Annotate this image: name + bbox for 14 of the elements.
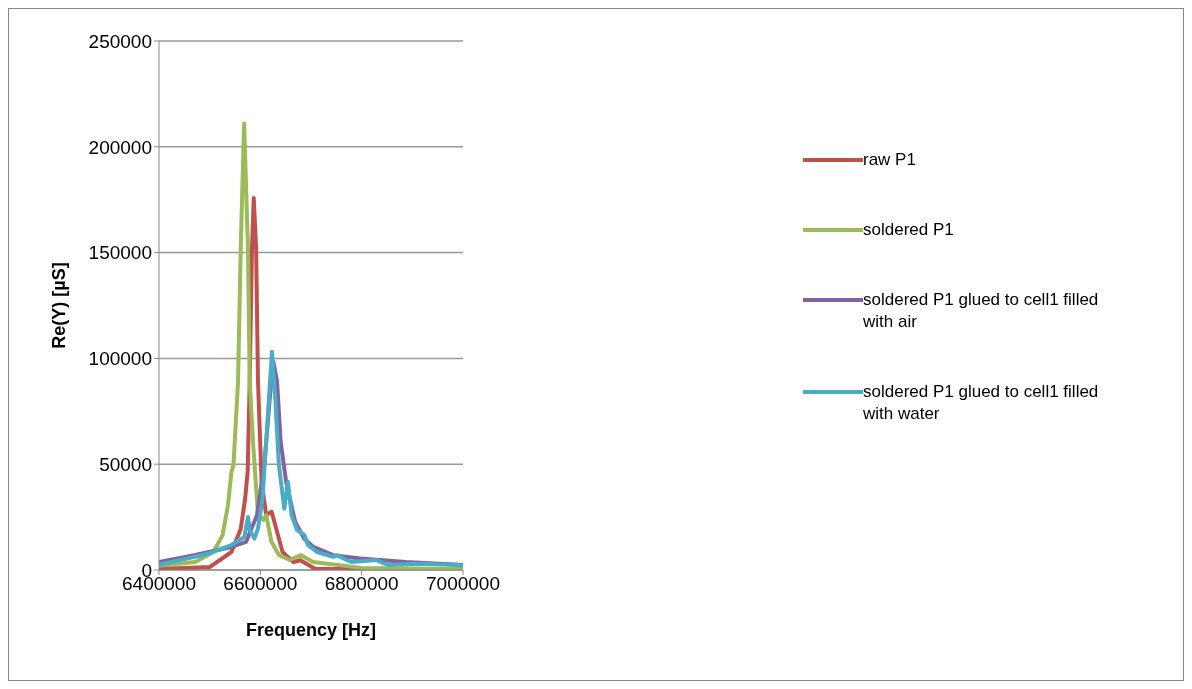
x-tick-label: 6800000: [324, 573, 399, 595]
x-axis-title: Frequency [Hz]: [245, 620, 377, 640]
legend-label: soldered P1 glued to cell1 filled with water: [863, 381, 1100, 425]
y-tick-label: 150000: [88, 242, 152, 264]
legend-label: raw P1: [863, 149, 916, 171]
y-axis-title: Re(Y) [µS]: [49, 262, 70, 349]
x-tick-label: 7000000: [426, 573, 500, 595]
legend-label: soldered P1 glued to cell1 filled with air: [863, 289, 1100, 333]
y-tick-label: 200000: [88, 136, 152, 158]
y-tick-label: 250000: [88, 30, 152, 52]
x-tick-label: 6600000: [223, 573, 298, 595]
y-tick-label: 100000: [88, 348, 152, 370]
y-tick-label: 50000: [99, 453, 152, 475]
legend-label: soldered P1: [863, 219, 954, 241]
